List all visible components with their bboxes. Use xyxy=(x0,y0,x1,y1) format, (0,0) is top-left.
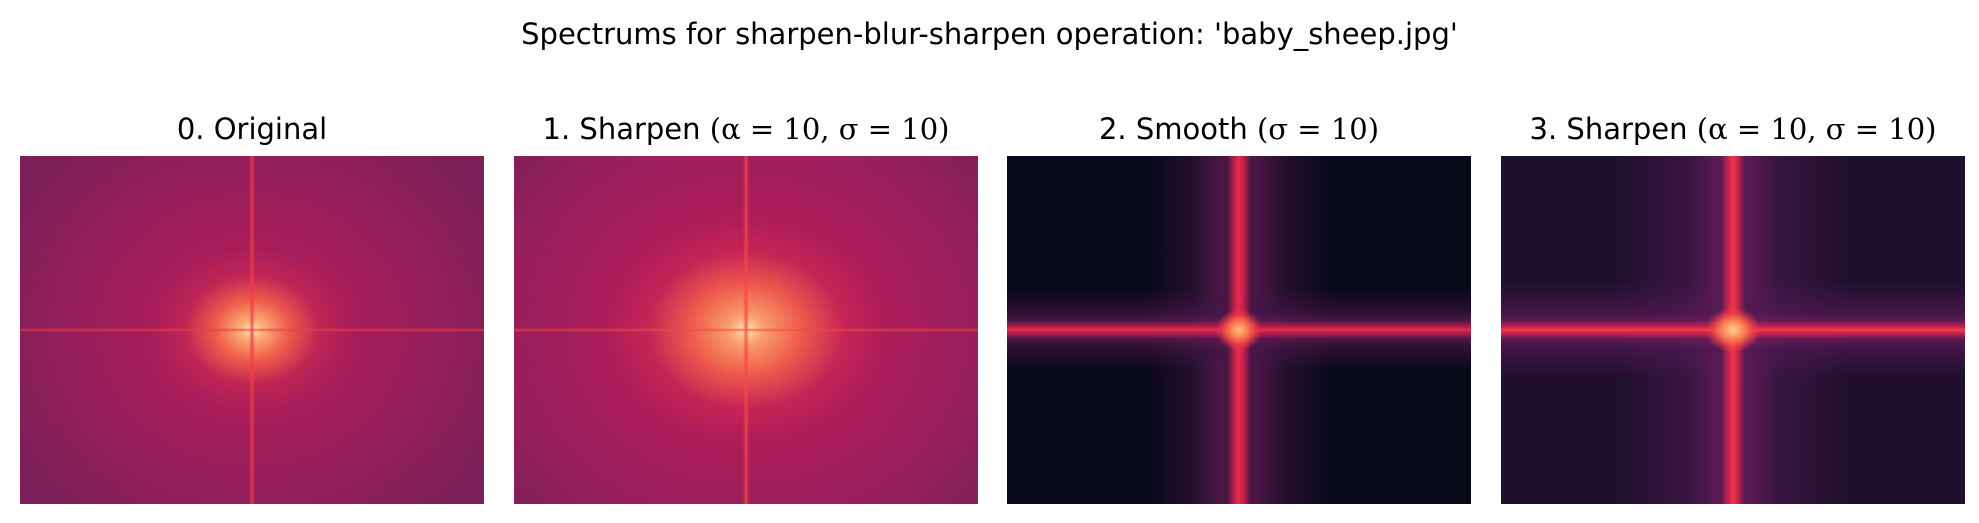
panel-smooth-2: 2. Smooth (σ = 10) xyxy=(1007,108,1471,504)
panel-sharpen-3: 3. Sharpen (α = 10, σ = 10) xyxy=(1501,108,1965,504)
spectrum-image-sharpen-1 xyxy=(514,156,978,504)
panel-title-sharpen-1: 1. Sharpen (α = 10, σ = 10) xyxy=(514,108,978,150)
spectrum-image-original xyxy=(20,156,484,504)
panel-title-math: (α = 10, σ = 10) xyxy=(1696,112,1937,146)
panel-original: 0. Original xyxy=(20,108,484,504)
panel-title-text: 3. Sharpen xyxy=(1529,112,1697,146)
panel-title-math: (σ = 10) xyxy=(1256,112,1380,146)
figure-title: Spectrums for sharpen-blur-sharpen opera… xyxy=(521,17,1458,51)
spectrum-image-sharpen-3 xyxy=(1501,156,1965,504)
panel-sharpen-1: 1. Sharpen (α = 10, σ = 10) xyxy=(514,108,978,504)
panel-title-original: 0. Original xyxy=(20,108,484,150)
spectrum-image-smooth-2 xyxy=(1007,156,1471,504)
panel-title-text: 1. Sharpen xyxy=(542,112,710,146)
panel-title-math: (α = 10, σ = 10) xyxy=(709,112,950,146)
panel-title-text: 0. Original xyxy=(176,112,328,146)
panel-title-text: 2. Smooth xyxy=(1098,112,1257,146)
panel-title-smooth-2: 2. Smooth (σ = 10) xyxy=(1007,108,1471,150)
panel-title-sharpen-3: 3. Sharpen (α = 10, σ = 10) xyxy=(1501,108,1965,150)
